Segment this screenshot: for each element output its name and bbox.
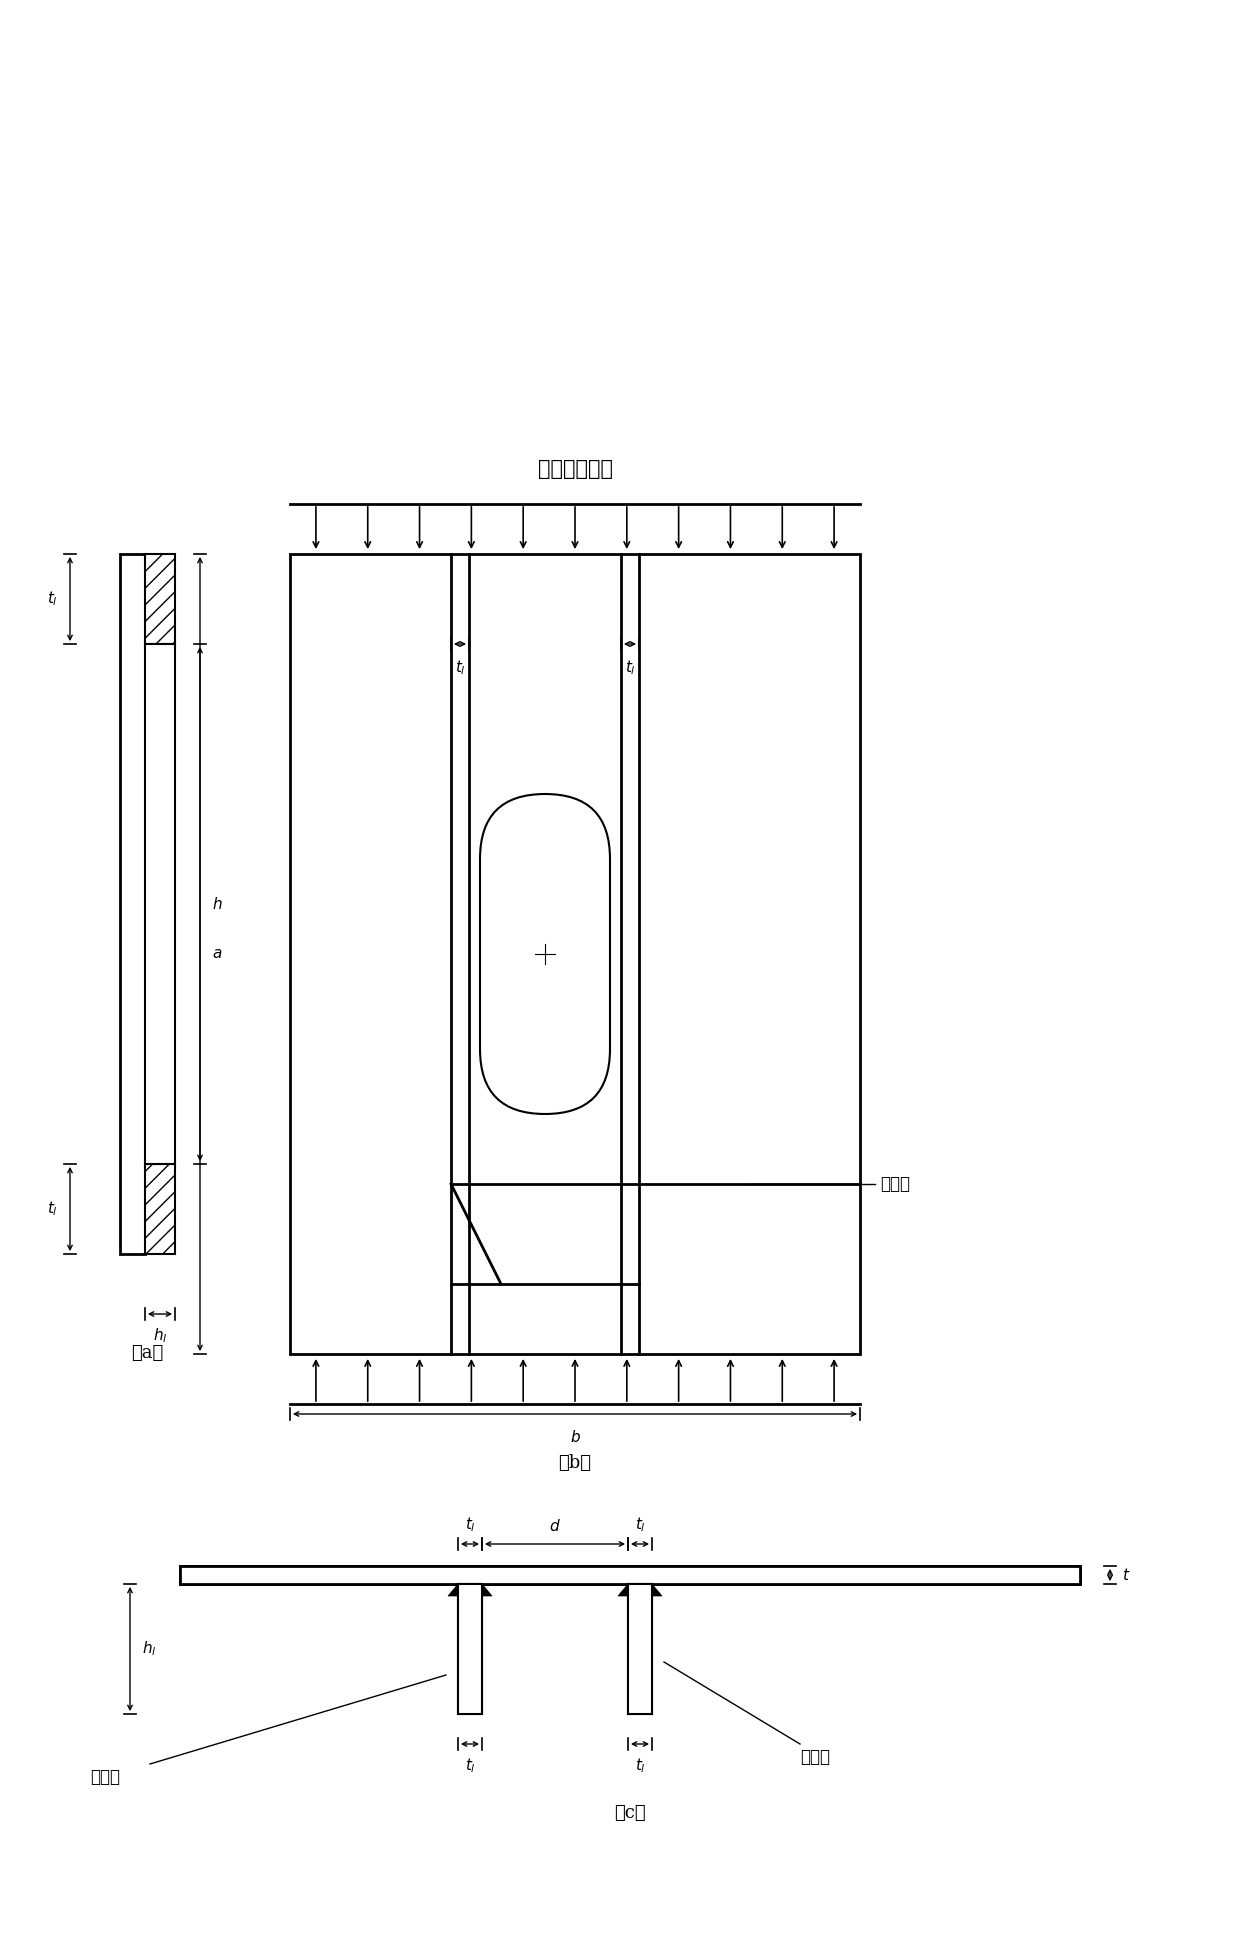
Text: $h_l$: $h_l$ [153,1327,167,1344]
Text: $t_l$: $t_l$ [635,1756,646,1775]
Text: $b$: $b$ [569,1429,580,1445]
Text: 角焊缝: 角焊缝 [91,1770,120,1785]
Text: （c）: （c） [614,1804,646,1822]
Polygon shape [652,1584,662,1596]
Text: $t_l$: $t_l$ [465,1756,475,1775]
Text: $t_l$: $t_l$ [455,658,465,677]
Text: $t_l$: $t_l$ [47,590,58,609]
Bar [627,1584,652,1714]
Text: $a$: $a$ [212,948,222,961]
Text: 加劲板: 加劲板 [880,1176,910,1193]
Bar [180,1567,1080,1584]
Bar [458,1584,482,1714]
Text: $t_l$: $t_l$ [625,658,635,677]
Bar [627,1584,652,1714]
Text: $t_l$: $t_l$ [465,1516,475,1534]
Text: $t$: $t$ [1122,1567,1131,1584]
Polygon shape [448,1584,458,1596]
Bar [290,553,861,1354]
Bar [145,644,175,1164]
FancyBboxPatch shape [480,795,610,1114]
Text: 竖向压力荷载: 竖向压力荷载 [537,458,613,480]
Bar [458,1584,482,1714]
Text: $h$: $h$ [212,895,223,913]
Text: 角焊缝: 角焊缝 [800,1748,830,1766]
Bar [145,1164,175,1253]
Bar [145,553,175,644]
Text: $t_l$: $t_l$ [47,1199,58,1218]
Text: （a）: （a） [131,1344,164,1362]
Text: $h_l$: $h_l$ [143,1640,156,1657]
Polygon shape [618,1584,627,1596]
Text: $t_l$: $t_l$ [635,1516,646,1534]
Text: （b）: （b） [558,1454,591,1472]
Polygon shape [482,1584,492,1596]
Text: $d$: $d$ [549,1518,560,1534]
Bar [180,1567,1080,1584]
Bar [120,553,145,1253]
